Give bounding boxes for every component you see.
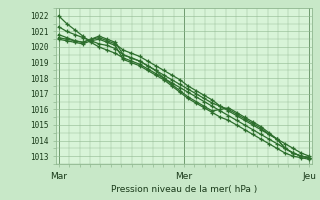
X-axis label: Pression niveau de la mer( hPa ): Pression niveau de la mer( hPa )	[111, 185, 257, 194]
